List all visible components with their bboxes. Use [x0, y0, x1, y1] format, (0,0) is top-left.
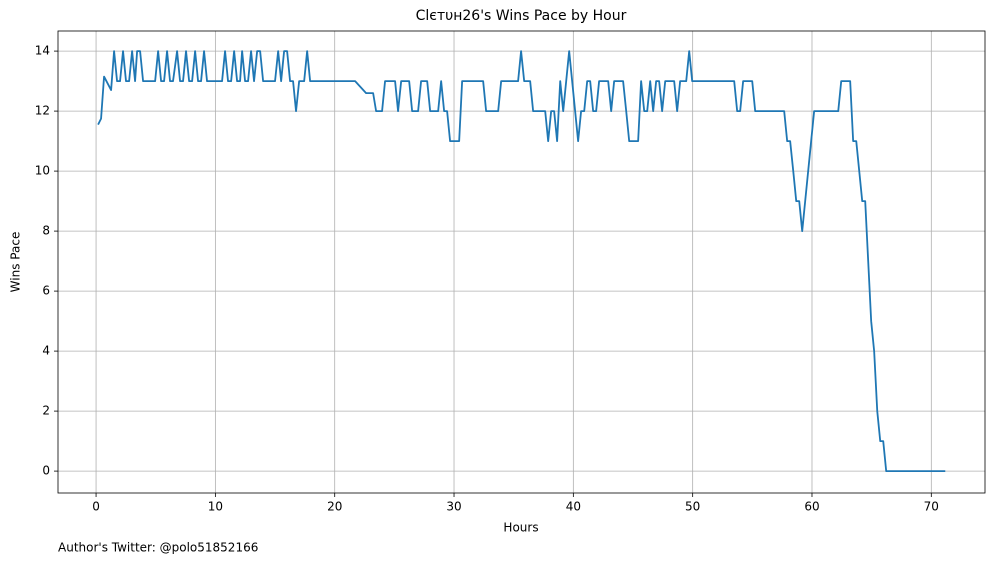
y-tick-label: 12 [35, 104, 50, 118]
y-tick-label: 2 [42, 404, 50, 418]
x-tick-label: 30 [446, 500, 461, 514]
y-tick-label: 0 [42, 464, 50, 478]
x-tick-label: 70 [924, 500, 939, 514]
x-tick-label: 0 [92, 500, 100, 514]
data-line [97, 50, 946, 472]
y-axis-label: Wins Pace [9, 232, 23, 293]
plot-frame [57, 30, 986, 494]
x-tick-label: 50 [685, 500, 700, 514]
x-tick-label: 60 [804, 500, 819, 514]
y-tick-label: 6 [42, 284, 50, 298]
y-tick-label: 4 [42, 344, 50, 358]
x-tick-label: 40 [566, 500, 581, 514]
x-tick-label: 10 [208, 500, 223, 514]
y-tick-label: 8 [42, 224, 50, 238]
y-tick-label: 10 [35, 164, 50, 178]
y-tick-label: 14 [35, 44, 50, 58]
chart-title: Clєтυн26's Wins Pace by Hour [416, 8, 627, 24]
footnote: Author's Twitter: @polo51852166 [58, 541, 258, 555]
x-tick-label: 20 [327, 500, 342, 514]
x-axis-label: Hours [503, 521, 538, 535]
